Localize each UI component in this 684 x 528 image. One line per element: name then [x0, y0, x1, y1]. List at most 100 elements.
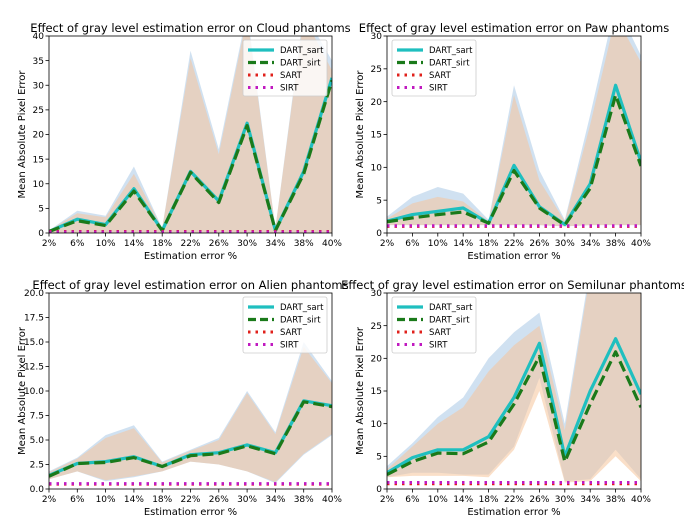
- legend-box: [242, 39, 328, 97]
- legend-label-sirt: SIRT: [429, 84, 448, 94]
- x-axis-label: Estimation error %: [467, 507, 560, 518]
- y-tick-label: 20: [371, 98, 383, 108]
- legend-box: [391, 296, 477, 354]
- y-axis-label: Mean Absolute Pixel Error: [355, 326, 366, 455]
- legend-label-dart-sirt: DART_sirt: [429, 59, 470, 69]
- x-tick-label: 30%: [237, 239, 257, 249]
- y-tick-label: 2.5: [30, 461, 44, 471]
- legend-label-dart-sart: DART_sart: [280, 46, 324, 56]
- x-tick-label: 14%: [453, 239, 473, 249]
- plot-area: [387, 293, 641, 486]
- chart-title: Effect of gray level estimation error on…: [359, 21, 669, 35]
- x-tick-label: 34%: [265, 495, 285, 505]
- legend-box: [242, 296, 328, 354]
- y-tick-label: 20.0: [24, 289, 44, 299]
- y-tick-label: 5: [376, 196, 382, 206]
- x-tick-label: 22%: [180, 495, 200, 505]
- y-tick-label: 7.5: [30, 412, 44, 422]
- y-tick-label: 5.0: [30, 436, 45, 446]
- x-tick-label: 40%: [322, 239, 342, 249]
- x-tick-label: 10%: [96, 239, 116, 249]
- y-tick-label: 20: [33, 131, 45, 141]
- y-axis-label: Mean Absolute Pixel Error: [17, 326, 28, 455]
- legend: DART_sart DART_sirt SART SIRT: [391, 296, 477, 354]
- x-tick-label: 6%: [70, 495, 85, 505]
- legend-label-dart-sart: DART_sart: [280, 303, 324, 313]
- x-tick-label: 40%: [631, 239, 651, 249]
- band-dart-sirt: [387, 293, 641, 483]
- series-line-dart-sart: [387, 337, 641, 475]
- y-tick-label: 17.5: [24, 314, 44, 324]
- x-tick-label: 30%: [555, 495, 575, 505]
- y-tick-label: 40: [33, 32, 45, 42]
- x-tick-label: 40%: [631, 495, 651, 505]
- y-tick-label: 10: [33, 180, 45, 190]
- x-tick-label: 6%: [70, 239, 85, 249]
- y-axis-label: Mean Absolute Pixel Error: [17, 70, 28, 199]
- band-dart-sirt: [387, 36, 641, 227]
- x-tick-label: 30%: [555, 239, 575, 249]
- y-tick-label: 25: [371, 322, 382, 332]
- x-tick-label: 6%: [405, 495, 420, 505]
- x-axis-label: Estimation error %: [144, 251, 237, 262]
- y-tick-label: 35: [33, 57, 44, 67]
- x-axis-label: Estimation error %: [467, 251, 560, 262]
- x-tick-label: 2%: [380, 239, 395, 249]
- plot-area: [49, 342, 332, 486]
- y-tick-label: 30: [371, 32, 383, 42]
- y-tick-label: 10: [371, 164, 383, 174]
- y-tick-label: 25: [371, 65, 382, 75]
- y-tick-label: 15.0: [24, 338, 44, 348]
- y-tick-label: 15: [33, 155, 44, 165]
- legend-label-dart-sart: DART_sart: [429, 46, 473, 56]
- legend: DART_sart DART_sirt SART SIRT: [242, 296, 328, 354]
- x-tick-label: 34%: [580, 495, 600, 505]
- y-tick-label: 25: [33, 106, 44, 116]
- chart-title: Effect of gray level estimation error on…: [341, 278, 684, 292]
- series-line-dart-sirt: [387, 93, 641, 227]
- chart-title: Effect of gray level estimation error on…: [30, 21, 350, 35]
- legend-label-dart-sirt: DART_sirt: [280, 59, 321, 69]
- y-tick-label: 5: [38, 205, 44, 215]
- x-tick-label: 22%: [504, 495, 524, 505]
- series-line-dart-sirt: [49, 400, 332, 478]
- x-tick-label: 14%: [124, 495, 144, 505]
- series-line-dart-sart: [387, 83, 641, 227]
- x-tick-label: 34%: [265, 239, 285, 249]
- legend-label-dart-sirt: DART_sirt: [429, 316, 470, 326]
- y-tick-label: 0.0: [30, 485, 45, 495]
- x-tick-label: 30%: [237, 495, 257, 505]
- y-tick-label: 0: [376, 485, 382, 495]
- legend-box: [391, 39, 477, 97]
- plot-area: [387, 36, 641, 228]
- x-tick-label: 18%: [479, 239, 499, 249]
- y-tick-label: 0: [38, 229, 44, 239]
- x-tick-label: 18%: [152, 495, 172, 505]
- legend-label-sirt: SIRT: [429, 341, 448, 351]
- y-tick-label: 5: [376, 453, 382, 463]
- y-tick-label: 12.5: [24, 363, 44, 373]
- x-tick-label: 26%: [209, 239, 229, 249]
- y-tick-label: 15: [371, 131, 382, 141]
- y-tick-label: 15: [371, 387, 382, 397]
- x-tick-label: 10%: [428, 495, 448, 505]
- x-tick-label: 34%: [580, 239, 600, 249]
- x-tick-label: 38%: [294, 495, 314, 505]
- x-tick-label: 6%: [405, 239, 420, 249]
- legend-label-dart-sart: DART_sart: [429, 303, 473, 313]
- legend-label-sart: SART: [280, 328, 303, 338]
- x-tick-label: 18%: [152, 239, 172, 249]
- x-tick-label: 10%: [428, 239, 448, 249]
- x-tick-label: 22%: [504, 239, 524, 249]
- y-tick-label: 10.0: [24, 387, 44, 397]
- x-tick-label: 14%: [124, 239, 144, 249]
- x-tick-label: 2%: [380, 495, 395, 505]
- x-axis-label: Estimation error %: [144, 507, 237, 518]
- series-line-dart-sirt: [49, 79, 332, 233]
- band-dart-sirt: [49, 36, 332, 233]
- y-tick-label: 10: [371, 420, 383, 430]
- x-tick-label: 38%: [606, 495, 626, 505]
- x-tick-label: 22%: [180, 239, 200, 249]
- legend-label-sirt: SIRT: [280, 84, 299, 94]
- chart-panel-3: 2% 6% 10% 14% 18% 22% 26% 30% 34% 38% 40% 0.0 2.5 5.0…: [17, 278, 349, 518]
